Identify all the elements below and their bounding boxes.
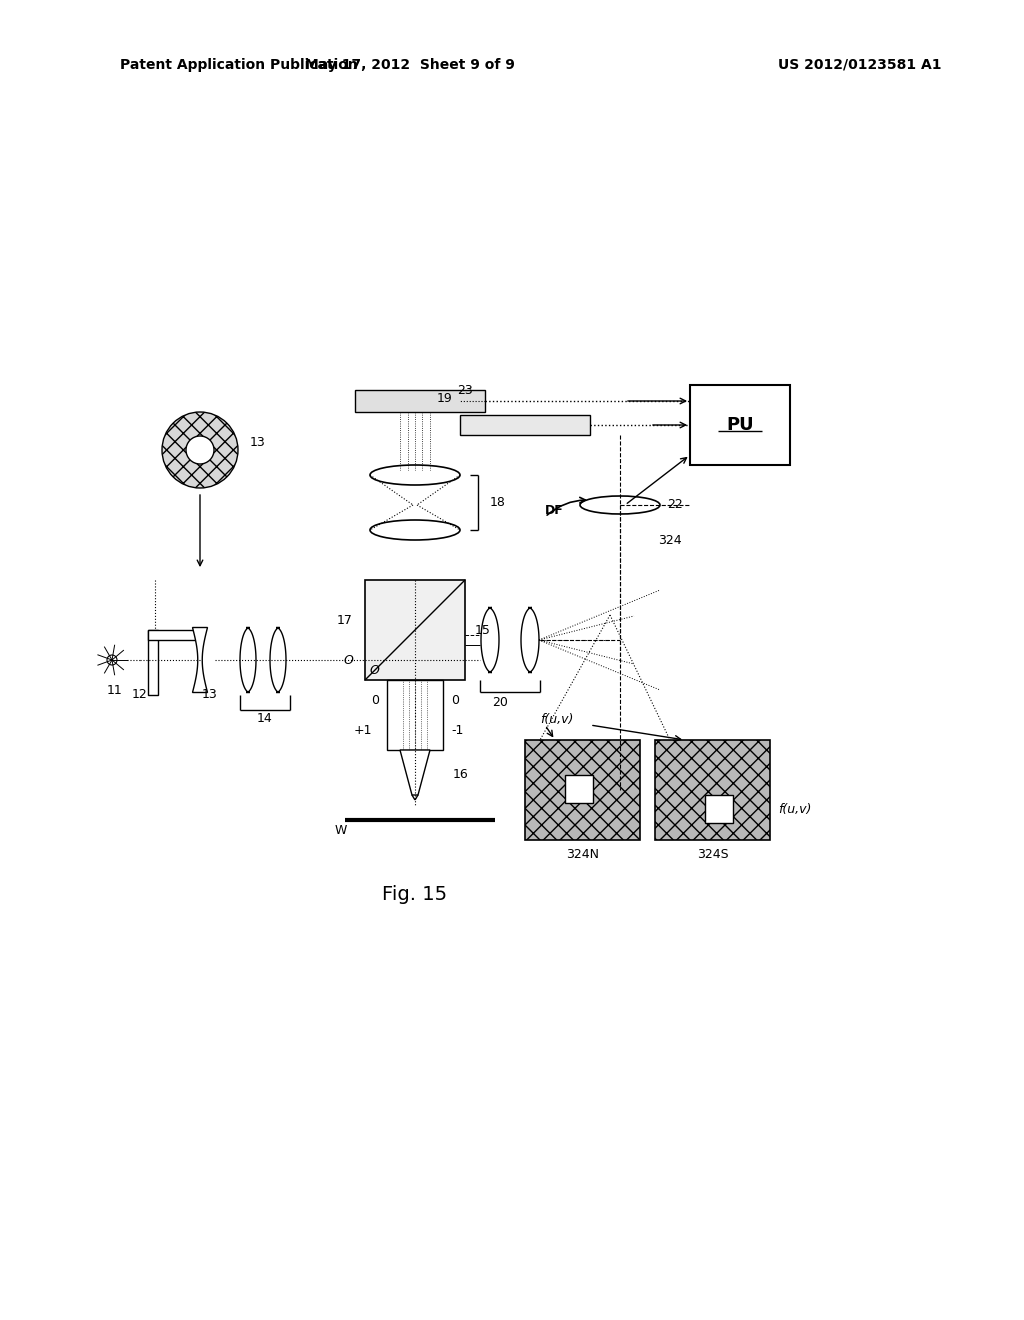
Bar [565,775,593,803]
Text: Fig. 15: Fig. 15 [382,886,447,904]
Text: 324N: 324N [566,847,599,861]
Ellipse shape [106,655,117,665]
Bar [148,630,198,640]
Text: 23: 23 [457,384,473,396]
Polygon shape [193,627,208,693]
Text: 0: 0 [451,693,459,706]
Ellipse shape [370,520,460,540]
Text: 22: 22 [667,499,683,511]
Text: 17: 17 [337,614,353,627]
Text: DF: DF [545,503,564,516]
Text: f(u,v): f(u,v) [540,714,573,726]
Text: 11: 11 [106,684,123,697]
Text: W: W [335,824,347,837]
Bar [365,579,465,680]
Text: PU: PU [726,416,754,434]
Text: f(u,v): f(u,v) [778,804,811,817]
Ellipse shape [162,412,238,488]
Polygon shape [521,607,539,672]
Text: 0: 0 [371,693,379,706]
Bar [355,389,485,412]
Text: 14: 14 [257,711,272,725]
Polygon shape [240,627,256,693]
Bar [460,414,590,436]
Text: 13: 13 [202,689,218,701]
Text: Patent Application Publication: Patent Application Publication [120,58,357,73]
Bar [705,795,733,822]
Bar [525,741,640,840]
Text: 16: 16 [453,768,469,781]
Polygon shape [270,627,286,693]
Text: 324: 324 [658,533,682,546]
Text: 20: 20 [493,696,508,709]
Bar [690,385,790,465]
Text: 12: 12 [132,689,147,701]
Text: 19: 19 [437,392,453,404]
Text: O: O [343,653,353,667]
Polygon shape [481,607,499,672]
Ellipse shape [186,436,214,465]
Text: 324S: 324S [696,847,728,861]
Text: US 2012/0123581 A1: US 2012/0123581 A1 [778,58,942,73]
Text: +1: +1 [353,723,372,737]
Text: May 17, 2012  Sheet 9 of 9: May 17, 2012 Sheet 9 of 9 [305,58,515,73]
Ellipse shape [370,465,460,484]
Text: -1: -1 [451,723,464,737]
Ellipse shape [580,496,660,513]
Bar [148,630,158,696]
Polygon shape [400,750,430,795]
Text: 18: 18 [490,495,506,508]
Bar [387,680,443,750]
Text: O: O [369,664,379,676]
Text: 13: 13 [250,436,266,449]
Bar [655,741,770,840]
Text: 15: 15 [475,623,490,636]
